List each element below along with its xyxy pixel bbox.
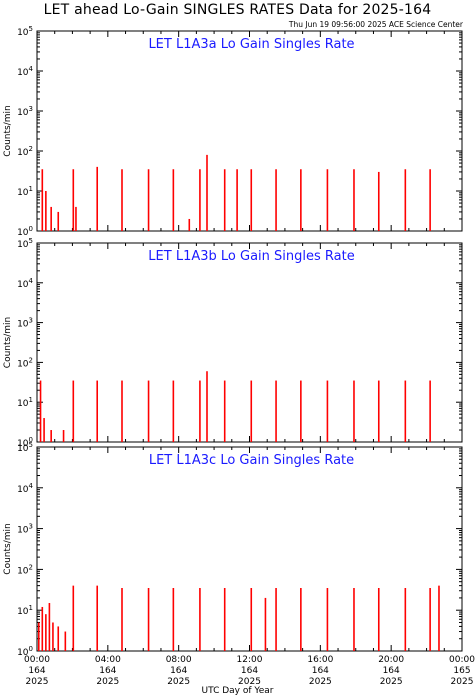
y-tick-label: 103: [17, 523, 33, 536]
x-tick-label: 00:00: [449, 655, 475, 665]
x-tick-label: 165: [453, 666, 470, 676]
x-tick-label: 04:00: [95, 655, 121, 665]
plot-frame: [36, 446, 463, 652]
x-tick-label: 2025: [96, 677, 119, 687]
y-tick-label: 103: [17, 105, 33, 118]
x-tick-label: 164: [383, 666, 400, 676]
y-tick-label: 100: [17, 225, 33, 238]
plot-frame: [36, 30, 463, 232]
y-axis-label: Counts/min: [3, 523, 13, 574]
x-tick-label: 00:00: [24, 655, 50, 665]
y-tick-label: 101: [17, 396, 33, 409]
x-tick-label: 164: [170, 666, 187, 676]
x-tick-label: 12:00: [237, 655, 263, 665]
y-axis-label: Counts/min: [3, 105, 13, 156]
y-tick-label: 102: [17, 563, 33, 576]
x-tick-label: 2025: [26, 677, 49, 687]
y-tick-label: 105: [17, 25, 33, 38]
y-tick-label: 104: [17, 65, 33, 78]
x-tick-label: 2025: [380, 677, 403, 687]
y-tick-label: 100: [17, 436, 33, 449]
x-tick-label: 2025: [451, 677, 474, 687]
x-tick-label: 164: [312, 666, 329, 676]
x-tick-label: 2025: [167, 677, 190, 687]
y-tick-label: 102: [17, 356, 33, 369]
panel-title: LET L1A3b Lo Gain Singles Rate: [148, 249, 354, 264]
x-tick-label: 08:00: [166, 655, 192, 665]
y-tick-label: 101: [17, 185, 33, 198]
y-tick-label: 103: [17, 317, 33, 330]
y-tick-label: 105: [17, 237, 33, 250]
x-tick-label: 164: [99, 666, 116, 676]
y-tick-label: 102: [17, 145, 33, 158]
panel-title: LET L1A3a Lo Gain Singles Rate: [148, 37, 354, 52]
panel-title: LET L1A3c Lo Gain Singles Rate: [149, 453, 354, 468]
page-title: LET ahead Lo-Gain SINGLES RATES Data for…: [43, 2, 432, 18]
x-tick-label: 2025: [309, 677, 332, 687]
plot-frame: [36, 242, 463, 443]
x-tick-label: 16:00: [307, 655, 333, 665]
y-tick-label: 105: [17, 441, 33, 454]
x-tick-label: 20:00: [378, 655, 404, 665]
y-tick-label: 104: [17, 277, 33, 290]
y-tick-label: 100: [17, 645, 33, 658]
timestamp: Thu Jun 19 09:56:00 2025 ACE Science Cen…: [288, 20, 463, 29]
panel-3: 100 101 102 103 104 105 Counts/min LET L1A3c Lo…: [3, 441, 463, 658]
y-tick-label: 104: [17, 482, 33, 495]
x-tick-label: 164: [241, 666, 258, 676]
x-tick-label: 2025: [238, 677, 261, 687]
y-tick-label: 101: [17, 604, 33, 617]
panel-2: 100 101 102 103 104 105 Counts/min LET L1A3b Lo…: [3, 237, 463, 449]
x-axis-label: UTC Day of Year: [201, 686, 274, 696]
x-tick-label: 164: [28, 666, 45, 676]
y-axis-label: Counts/min: [3, 317, 13, 368]
panel-1: 100 101 102 103 104 105 Counts/min LET L1A3a Lo…: [3, 25, 463, 238]
